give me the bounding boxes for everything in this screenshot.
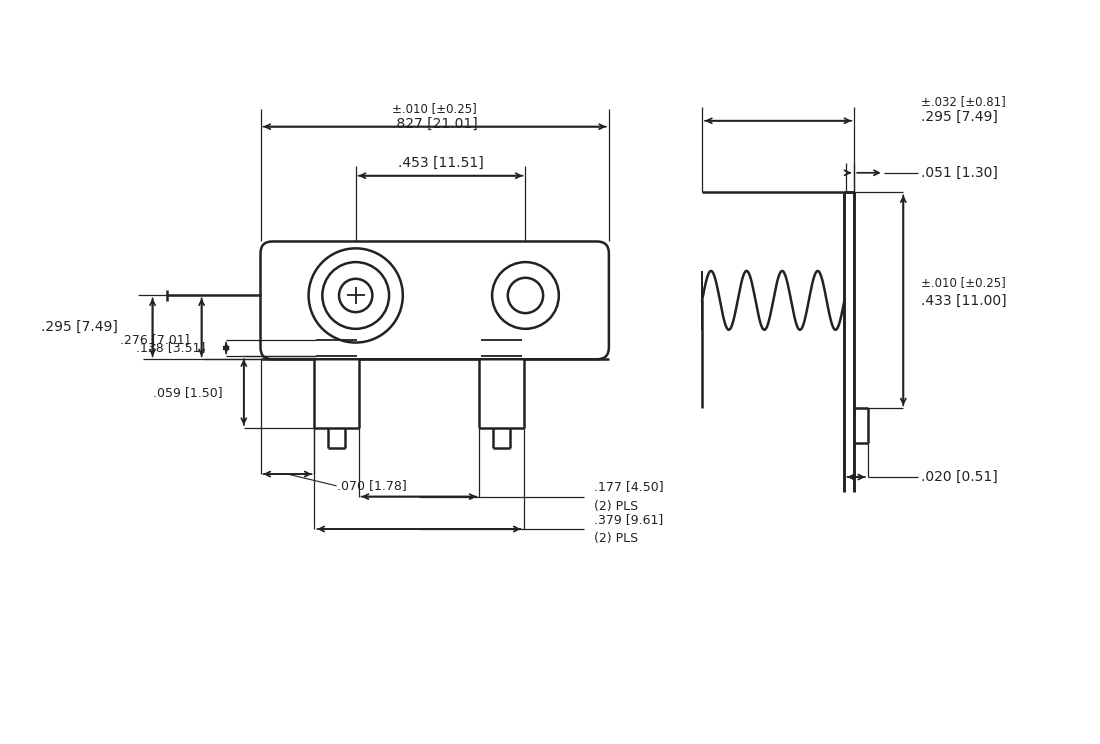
Text: .276 [7.01]: .276 [7.01]: [120, 333, 189, 346]
Text: .295 [7.49]: .295 [7.49]: [41, 321, 118, 334]
Text: .453 [11.51]: .453 [11.51]: [398, 156, 484, 170]
Text: ±.010 [±0.25]: ±.010 [±0.25]: [921, 276, 1005, 289]
Text: .070 [1.78]: .070 [1.78]: [337, 479, 406, 493]
Text: ±.010 [±0.25]: ±.010 [±0.25]: [393, 103, 477, 115]
Text: .827 [21.01]: .827 [21.01]: [392, 117, 477, 131]
FancyBboxPatch shape: [261, 242, 609, 359]
Text: .020 [0.51]: .020 [0.51]: [921, 470, 998, 484]
Text: .177 [4.50]: .177 [4.50]: [594, 481, 663, 493]
Text: .138 [3.51]: .138 [3.51]: [136, 341, 206, 354]
Text: .051 [1.30]: .051 [1.30]: [921, 166, 998, 180]
Text: (2) PLS: (2) PLS: [594, 532, 638, 545]
Text: .295 [7.49]: .295 [7.49]: [921, 110, 998, 124]
Text: ±.032 [±0.81]: ±.032 [±0.81]: [921, 94, 1005, 108]
Text: .379 [9.61]: .379 [9.61]: [594, 513, 663, 526]
Text: (2) PLS: (2) PLS: [594, 500, 638, 513]
Text: .059 [1.50]: .059 [1.50]: [153, 385, 222, 399]
Text: .433 [11.00]: .433 [11.00]: [921, 293, 1006, 307]
